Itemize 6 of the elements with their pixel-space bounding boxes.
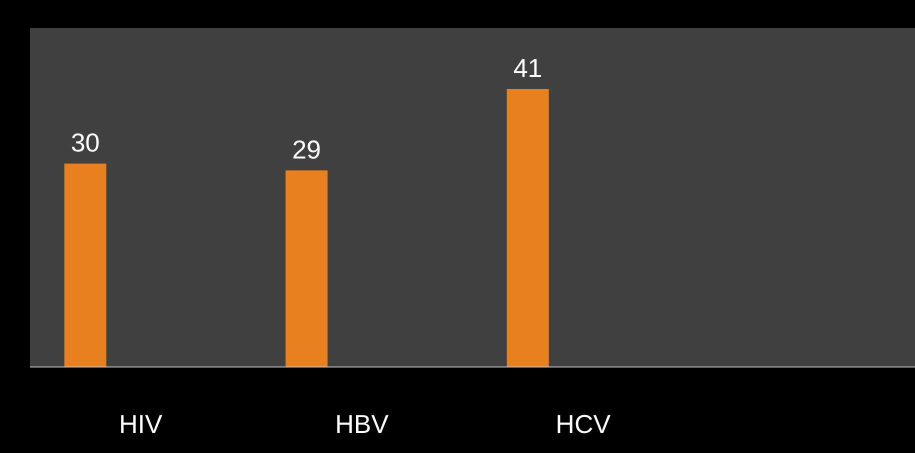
x-tick-label: HBV <box>335 409 390 439</box>
x-tick-label: HIV <box>118 409 163 439</box>
data-label: 30 <box>70 128 100 158</box>
x-tick-label: HCV <box>556 409 612 439</box>
data-label: 41 <box>513 53 542 83</box>
data-label: 29 <box>292 134 322 164</box>
